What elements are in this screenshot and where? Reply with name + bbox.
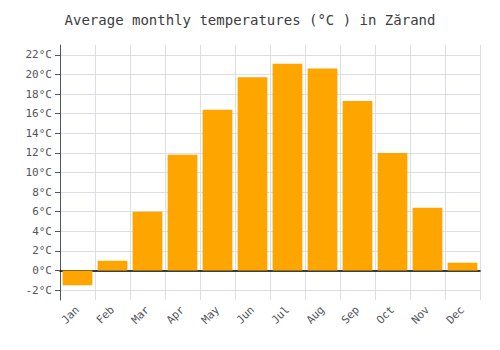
svg-text:8°C: 8°C	[32, 186, 52, 199]
svg-text:Jul: Jul	[269, 303, 292, 326]
svg-text:14°C: 14°C	[26, 127, 53, 140]
svg-text:Feb: Feb	[94, 303, 117, 326]
svg-text:Aug: Aug	[304, 303, 327, 326]
svg-text:Sep: Sep	[339, 303, 362, 326]
svg-text:2°C: 2°C	[32, 244, 52, 257]
svg-text:Dec: Dec	[444, 303, 467, 326]
svg-text:12°C: 12°C	[26, 146, 53, 159]
svg-text:-2°C: -2°C	[26, 284, 53, 297]
svg-text:Average monthly temperatures (: Average monthly temperatures (°C ) in Ză…	[65, 12, 436, 28]
svg-text:22°C: 22°C	[26, 48, 53, 61]
svg-text:May: May	[199, 303, 222, 326]
svg-text:18°C: 18°C	[26, 88, 53, 101]
svg-text:Mar: Mar	[129, 303, 152, 326]
svg-text:Jun: Jun	[234, 303, 257, 326]
svg-text:0°C: 0°C	[32, 264, 52, 277]
svg-text:Jan: Jan	[59, 303, 82, 326]
svg-text:4°C: 4°C	[32, 225, 52, 238]
svg-text:10°C: 10°C	[26, 166, 53, 179]
svg-text:20°C: 20°C	[26, 68, 53, 81]
svg-text:Nov: Nov	[409, 303, 432, 326]
svg-text:Apr: Apr	[164, 303, 187, 326]
svg-text:16°C: 16°C	[26, 107, 53, 120]
svg-text:6°C: 6°C	[32, 205, 52, 218]
svg-text:Oct: Oct	[374, 303, 397, 326]
